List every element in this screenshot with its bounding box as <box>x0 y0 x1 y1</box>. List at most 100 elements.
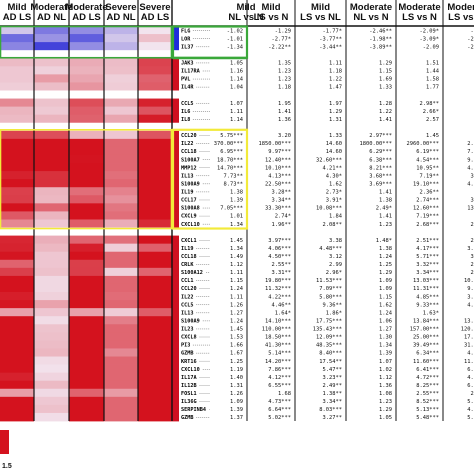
table-cell: 1.24 <box>230 286 243 292</box>
table-cell: 5.48*** <box>416 415 439 421</box>
table-cell: 3.34*** <box>416 270 439 276</box>
table-cell: 11.25*** <box>464 359 474 365</box>
heatmap-cell <box>69 308 104 317</box>
table-cell: 1.48* <box>376 238 392 244</box>
table-cell: 1.45 <box>426 133 439 139</box>
heatmap-cell <box>138 235 172 245</box>
table-cell: 1.97 <box>329 101 342 107</box>
heatmap-cell <box>138 138 172 148</box>
heatmap-cell <box>138 348 172 357</box>
heatmap-cell <box>104 364 138 374</box>
heatmap-cell <box>69 211 104 220</box>
heatmap-cell <box>34 251 69 261</box>
table-cell: 31.39*** <box>464 343 474 349</box>
legend-tick-label: 1.5 <box>2 463 12 470</box>
table-cell: 1.77 <box>426 85 439 91</box>
table-cell: 1.07 <box>230 101 243 107</box>
heatmap-cell <box>69 356 104 365</box>
heatmap-cell <box>138 106 172 116</box>
legend-swatch <box>0 430 9 454</box>
table-cell: 1.53 <box>230 335 243 341</box>
heatmap-cell <box>104 179 138 188</box>
table-cell: 12.09*** <box>316 335 342 341</box>
table-cell: 1.18 <box>329 69 342 75</box>
heatmap-cell <box>0 26 34 35</box>
table-cell: 1.49 <box>230 254 243 260</box>
heatmap-cell <box>69 98 104 108</box>
heatmap-cell <box>138 267 172 277</box>
table-cell: 1.07 <box>379 359 392 365</box>
heatmap-cell <box>104 235 138 245</box>
table-cell: 6.55*** <box>268 383 291 389</box>
heatmap-cell <box>104 42 138 51</box>
gene-color-bar <box>172 348 179 357</box>
gene-color-bar <box>172 412 179 422</box>
heatmap-cell <box>69 235 104 245</box>
heatmap-cell <box>34 42 69 51</box>
table-cell: 6.38*** <box>369 157 392 163</box>
heatmap-cell <box>34 324 69 333</box>
table-cell: 1.09 <box>379 286 392 292</box>
gene-label: CCL1 <box>181 278 194 284</box>
heatmap-cell <box>0 179 34 188</box>
gene-label: SERPINB4 <box>181 407 206 413</box>
gene-color-bar <box>172 74 179 83</box>
table-cell: -3.77** <box>319 36 342 42</box>
table-cell: 1.58 <box>426 77 439 83</box>
gene-label: CCL17 <box>181 198 197 204</box>
table-cell: 1.68 <box>278 391 291 397</box>
table-cell: 13.03*** <box>413 278 439 284</box>
table-cell: 3.31** <box>272 270 291 276</box>
gene-color-bar <box>172 98 179 108</box>
table-cell: 1.33 <box>379 85 392 91</box>
gene-label: IL17A <box>181 375 197 381</box>
table-cell: 1.11 <box>230 270 243 276</box>
heatmap-cell <box>0 203 34 212</box>
table-cell: 13.48** <box>467 206 474 212</box>
heatmap-cell <box>34 396 69 406</box>
heatmap-cell <box>0 106 34 116</box>
heatmap-cell <box>34 98 69 108</box>
heatmap-cell <box>69 259 104 269</box>
heatmap-cell <box>34 404 69 414</box>
table-cell: 3.99*** <box>467 294 474 300</box>
table-cell: 1.25 <box>230 359 243 365</box>
gene-color-bar <box>172 26 179 35</box>
heatmap-cell <box>104 130 138 140</box>
table-cell: 18.70*** <box>217 157 243 163</box>
table-cell: 1.36 <box>278 117 291 123</box>
heatmap-cell <box>104 227 138 236</box>
heatmap-cell <box>34 122 69 132</box>
heatmap-cell <box>69 163 104 172</box>
heatmap-cell <box>34 243 69 253</box>
table-cell: 1.14 <box>230 77 243 83</box>
heatmap-cell <box>138 187 172 196</box>
table-cell: 2.49** <box>323 383 342 389</box>
table-cell: 2.36** <box>420 190 439 196</box>
gene-color-bar <box>172 138 179 148</box>
heatmap-cell <box>69 292 104 301</box>
table-cell: 1.40 <box>230 375 243 381</box>
table-cell: 10.95** <box>416 165 439 171</box>
heatmap-cell <box>69 412 104 422</box>
table-cell: 2.74* <box>275 214 291 220</box>
heatmap-cell <box>104 163 138 172</box>
heatmap-cell <box>104 82 138 91</box>
table-cell: 48.35*** <box>316 343 342 349</box>
table-cell: 2.90*** <box>467 141 474 147</box>
table-cell: 1.05 <box>379 415 392 421</box>
table-cell: 1.09 <box>379 278 392 284</box>
table-cell: 11.60*** <box>413 359 439 365</box>
table-cell: -1.34 <box>227 44 243 50</box>
heatmap-cell <box>69 332 104 341</box>
table-cell: 1.15 <box>230 278 243 284</box>
table-cell: 370.00*** <box>214 141 243 147</box>
gene-label: IL19 <box>181 190 194 196</box>
heatmap-cell <box>69 372 104 382</box>
gene-label: IL12B <box>181 383 197 389</box>
heatmap-cell <box>0 235 34 245</box>
gene-color-bar <box>172 66 179 75</box>
heatmap-cell <box>34 154 69 164</box>
table-cell: 4.48*** <box>319 246 342 252</box>
gene-label: IL13 <box>181 173 194 179</box>
